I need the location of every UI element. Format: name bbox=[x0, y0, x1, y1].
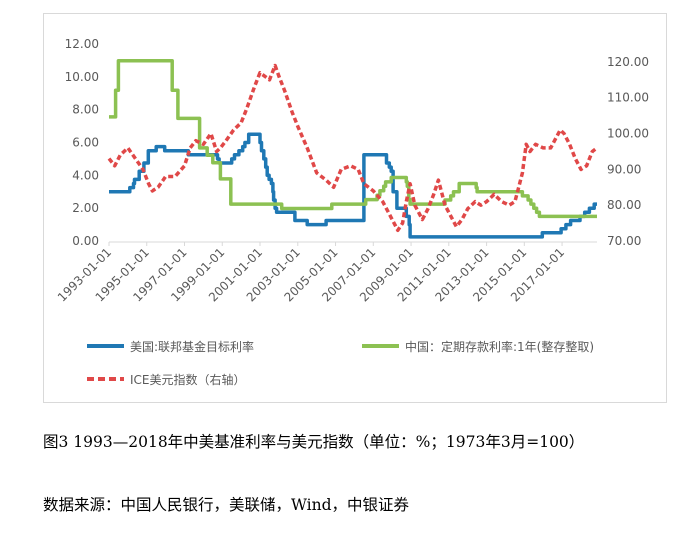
right-axis-tick-label: 70.00 bbox=[607, 234, 641, 248]
legend-label-cn: 中国：定期存款利率:1年(整存整取) bbox=[405, 339, 594, 354]
left-axis-tick-label: 0.00 bbox=[72, 234, 99, 248]
chart-canvas: 0.00 2.00 4.00 6.00 8.00 10.00 12.00 70.00 80.00… bbox=[55, 37, 649, 387]
left-axis-tick-label: 8.00 bbox=[72, 103, 99, 117]
legend-label-dxy: ICE美元指数（右轴） bbox=[130, 372, 246, 387]
right-axis-tick-label: 100.00 bbox=[607, 127, 649, 141]
left-axis-tick-label: 10.00 bbox=[65, 70, 99, 84]
series-line-dxy bbox=[107, 63, 599, 233]
chart-frame: 0.00 2.00 4.00 6.00 8.00 10.00 12.00 70.00 80.00… bbox=[43, 13, 667, 403]
left-axis-tick-label: 6.00 bbox=[72, 136, 99, 150]
left-axis-tick-label: 12.00 bbox=[65, 37, 99, 51]
series-line-us bbox=[109, 132, 597, 239]
legend: 美国:联邦基金目标利率 中国：定期存款利率:1年(整存整取) ICE美元指数（右… bbox=[87, 339, 594, 387]
legend-label-us: 美国:联邦基金目标利率 bbox=[130, 339, 254, 354]
figure-caption: 图3 1993—2018年中美基准利率与美元指数（单位：%；1973年3月=10… bbox=[43, 433, 585, 451]
plot-area: 0.00 2.00 4.00 6.00 8.00 10.00 12.00 70.00 80.00… bbox=[55, 37, 649, 304]
right-axis-tick-label: 110.00 bbox=[607, 91, 649, 105]
series-line-cn bbox=[109, 58, 597, 219]
right-axis-tick-label: 80.00 bbox=[607, 198, 641, 212]
right-axis-tick-label: 90.00 bbox=[607, 162, 641, 176]
right-axis-tick-label: 120.00 bbox=[607, 55, 649, 69]
source-note: 数据来源：中国人民银行，美联储，Wind，中银证券 bbox=[43, 496, 410, 514]
left-axis-tick-label: 4.00 bbox=[72, 168, 99, 182]
left-axis-tick-label: 2.00 bbox=[72, 201, 99, 215]
